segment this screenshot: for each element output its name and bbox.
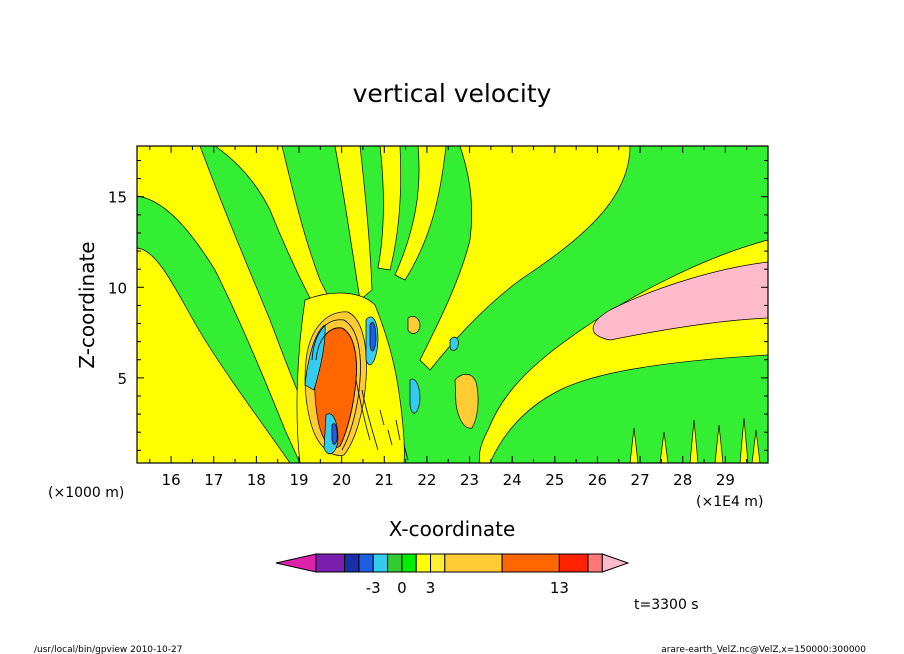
y-axis-label: Z-coordinate xyxy=(75,241,99,368)
yellow-region-spikes-bottom-right xyxy=(629,417,761,463)
yellow-region-diagonal-band xyxy=(137,146,316,463)
colorbar-box xyxy=(401,553,417,573)
time-label: t=3300 s xyxy=(634,597,699,613)
x-axis-ticks: 16 17 18 19 20 21 22 23 24 25 26 27 28 29 xyxy=(149,146,748,489)
colorbar-box xyxy=(315,553,346,573)
colorbar-box xyxy=(587,553,603,573)
colorbar-box xyxy=(372,553,389,573)
x-tick-label: 22 xyxy=(417,471,436,489)
x-tick-label: 18 xyxy=(247,471,266,489)
light-orange-patch-right xyxy=(454,373,479,429)
x-unit-right: (×1E4 m) xyxy=(696,494,763,510)
light-orange-patch-small xyxy=(407,316,421,334)
yellow-region-center-streaks xyxy=(334,146,447,301)
cyan-patch-small xyxy=(449,336,459,351)
plot-frame xyxy=(136,145,769,464)
contour-field xyxy=(137,146,768,463)
colorbar-box xyxy=(501,553,560,573)
footer-left: /usr/local/bin/gpview 2010-10-27 xyxy=(34,645,182,654)
cyan-patch-right xyxy=(409,378,421,414)
colorbar-tick-label: 0 xyxy=(397,579,407,597)
y-tick-label: 15 xyxy=(108,189,127,207)
colorbar-tick-label: -3 xyxy=(366,579,381,597)
x-tick-label: 21 xyxy=(375,471,394,489)
x-unit-left: (×1000 m) xyxy=(48,485,124,501)
colorbar-box xyxy=(415,553,432,573)
x-axis-label: X-coordinate xyxy=(389,517,516,541)
y-tick-label: 10 xyxy=(108,279,127,297)
x-tick-label: 16 xyxy=(162,471,181,489)
x-tick-label: 19 xyxy=(289,471,308,489)
y-axis-ticks: 5 10 15 xyxy=(108,159,768,451)
x-tick-label: 23 xyxy=(460,471,479,489)
colorbar-box xyxy=(558,553,589,573)
colorbar-lower-triangle xyxy=(275,553,317,573)
footer-right: arare-earth_VelZ.nc@VelZ,x=150000:300000 xyxy=(661,645,866,654)
colorbar-tick-label: 13 xyxy=(550,579,569,597)
x-tick-label: 29 xyxy=(716,471,735,489)
colorbar-tick-label: 3 xyxy=(426,579,436,597)
blue-patch-center xyxy=(369,321,377,352)
colorbar-box xyxy=(344,553,360,573)
x-tick-label: 27 xyxy=(631,471,650,489)
y-tick-label: 5 xyxy=(117,370,127,388)
blue-patch-left xyxy=(331,423,338,445)
yellow-region-right-wedge xyxy=(419,146,631,371)
x-tick-label: 17 xyxy=(204,471,223,489)
contour-lines xyxy=(311,319,409,461)
x-tick-label: 25 xyxy=(545,471,564,489)
colorbar-box xyxy=(444,553,503,573)
chart-title: vertical velocity xyxy=(353,79,552,108)
pink-region-right xyxy=(592,261,768,341)
colorbar-box xyxy=(430,553,446,573)
colorbar-upper-triangle xyxy=(601,553,630,573)
x-tick-label: 20 xyxy=(332,471,351,489)
green-gap-lower-right xyxy=(489,354,768,463)
x-tick-label: 26 xyxy=(588,471,607,489)
yellow-region-left-band xyxy=(137,247,291,463)
x-tick-label: 24 xyxy=(503,471,522,489)
cyan-patch-left-upper xyxy=(304,324,326,391)
x-tick-label: 28 xyxy=(673,471,692,489)
colorbar-box xyxy=(387,553,403,573)
colorbar-box xyxy=(358,553,374,573)
colorbar: -3 0 3 13 xyxy=(275,553,630,597)
